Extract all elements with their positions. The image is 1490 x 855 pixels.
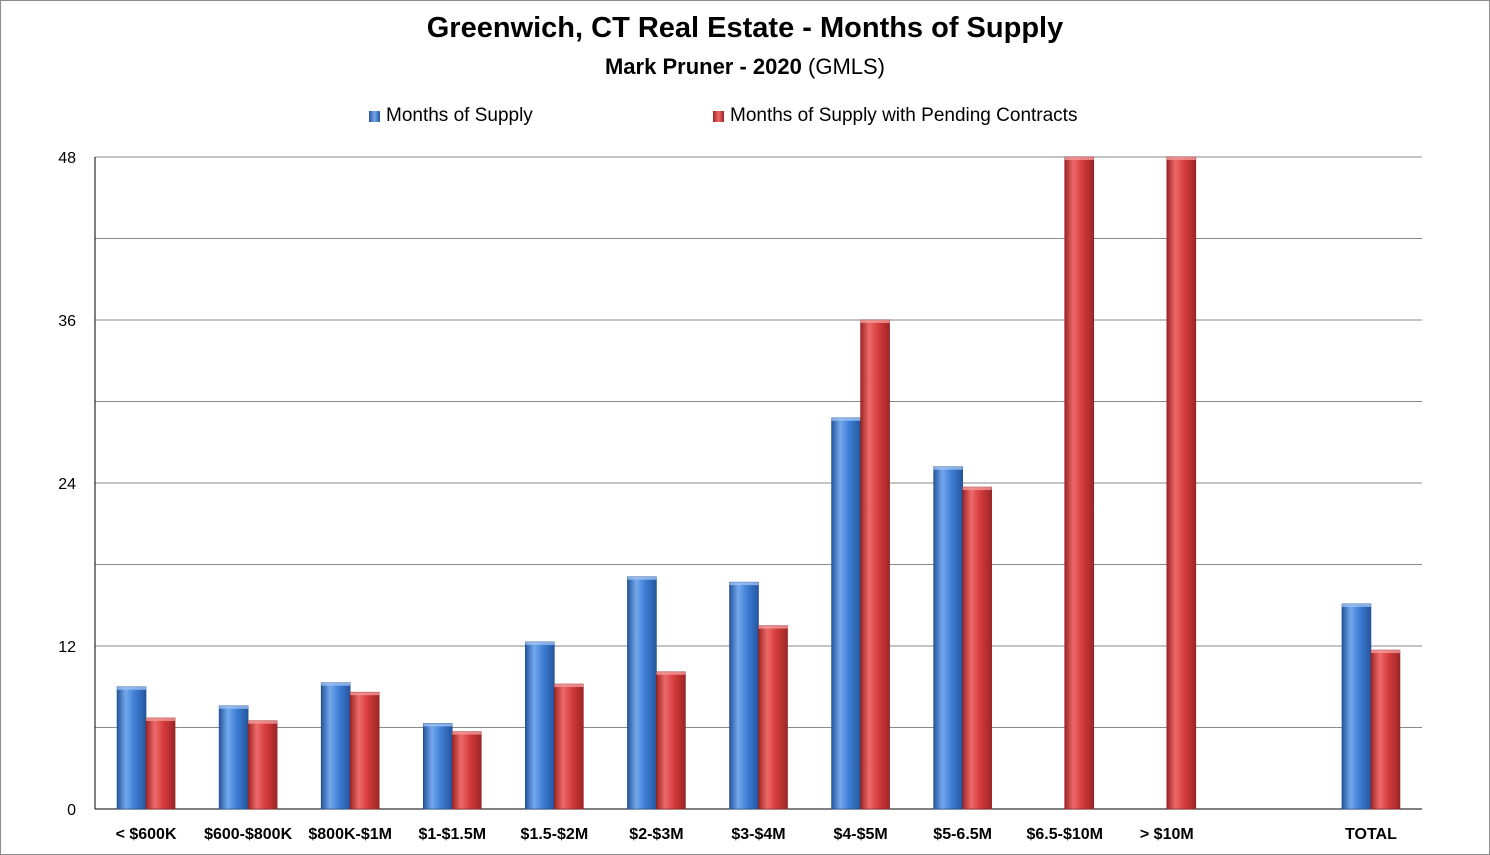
subtitle-author: Mark Pruner - xyxy=(604,54,753,79)
x-tick-label: $600-$800K xyxy=(204,826,293,843)
bar-top-highlight xyxy=(627,576,657,580)
bar-pending-6 xyxy=(758,625,788,810)
x-tick-label: $1-$1.5M xyxy=(418,826,486,843)
bar-pending-7 xyxy=(860,319,890,810)
bar-top-highlight xyxy=(860,320,890,323)
x-tick-label: $1.5-$2M xyxy=(521,826,589,843)
bar-top-highlight xyxy=(117,686,147,690)
bar-supply-7 xyxy=(831,417,861,810)
bar-pending-1 xyxy=(247,720,278,810)
subtitle-source: (GMLS) xyxy=(808,54,885,79)
bar-supply-2 xyxy=(320,682,351,810)
bar-supply-5 xyxy=(627,576,657,810)
bar-top-highlight xyxy=(146,717,176,721)
bar-top-highlight xyxy=(1341,603,1371,607)
bar-supply-4 xyxy=(525,641,555,810)
x-tick-label: $800K-$1M xyxy=(308,826,392,843)
legend-item-pending: Months of Supply with Pending Contracts xyxy=(713,105,1077,127)
y-tick-label: 48 xyxy=(58,150,76,167)
bar-top-highlight xyxy=(452,731,482,735)
bar-top-highlight xyxy=(423,723,453,727)
bar-top-highlight xyxy=(350,692,380,696)
bar-top-highlight xyxy=(729,582,759,586)
bar-pending-10 xyxy=(1166,156,1197,810)
legend-swatch-supply xyxy=(369,110,380,122)
bar-pending-8 xyxy=(962,486,992,810)
x-tick-label: $5-6.5M xyxy=(933,826,992,843)
bar-supply-3 xyxy=(422,723,453,810)
bar-top-highlight xyxy=(248,720,278,724)
bar-top-highlight xyxy=(1166,157,1196,160)
y-tick-label: 36 xyxy=(58,313,76,330)
bar-top-highlight xyxy=(525,641,555,645)
x-tick-label: $2-$3M xyxy=(629,826,683,843)
bar-pending-4 xyxy=(554,683,584,810)
x-tick-label: < $600K xyxy=(116,826,177,843)
bar-top-highlight xyxy=(321,682,351,686)
bar-pending-9 xyxy=(1064,156,1095,810)
y-tick-label: 0 xyxy=(67,802,76,819)
x-tick-label: $3-$4M xyxy=(731,826,785,843)
bar-top-highlight xyxy=(831,417,861,421)
legend-label-supply: Months of Supply xyxy=(386,105,533,126)
bar-pending-5 xyxy=(656,671,686,810)
subtitle-year: 2020 xyxy=(752,54,802,79)
legend-label-pending: Months of Supply with Pending Contracts xyxy=(730,105,1078,126)
bar-top-highlight xyxy=(1370,650,1400,654)
x-tick-label: $4-$5M xyxy=(833,826,887,843)
bar-supply-0 xyxy=(116,686,147,810)
y-tick-label: 12 xyxy=(58,639,76,656)
chart-title: Greenwich, CT Real Estate - Months of Su… xyxy=(426,12,1064,44)
bar-pending-3 xyxy=(451,731,482,810)
bar-supply-8 xyxy=(933,466,963,810)
x-tick-label: > $10M xyxy=(1140,826,1194,843)
bar-top-highlight xyxy=(656,671,686,675)
bar-supply-12 xyxy=(1341,603,1372,810)
chart-subtitle: Mark Pruner - 2020 (GMLS) xyxy=(0,54,1490,80)
bar-top-highlight xyxy=(554,684,584,688)
bar-top-highlight xyxy=(219,705,249,709)
bar-pending-2 xyxy=(349,691,380,810)
bar-pending-12 xyxy=(1370,649,1401,810)
x-tick-label: TOTAL xyxy=(1345,826,1397,843)
bar-top-highlight xyxy=(933,466,963,470)
bar-top-highlight xyxy=(758,625,788,629)
bar-top-highlight xyxy=(962,487,992,491)
bar-supply-6 xyxy=(729,581,759,810)
x-tick-label: $6.5-$10M xyxy=(1026,826,1103,843)
legend-item-supply: Months of Supply xyxy=(369,105,533,127)
bar-pending-0 xyxy=(145,717,176,810)
bar-top-highlight xyxy=(1064,157,1094,160)
legend-swatch-pending xyxy=(713,110,724,122)
y-tick-label: 24 xyxy=(58,476,76,493)
bar-supply-1 xyxy=(218,705,249,810)
